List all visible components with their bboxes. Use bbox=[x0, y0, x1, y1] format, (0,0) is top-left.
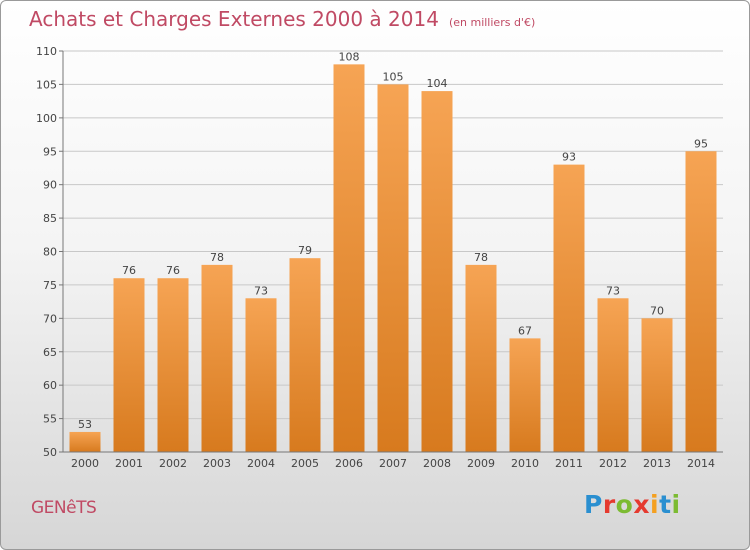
chart-subtitle: (en milliers d'€) bbox=[448, 16, 536, 29]
data-label: 93 bbox=[562, 151, 576, 164]
commune-name: GENêTS bbox=[31, 498, 97, 518]
data-label: 78 bbox=[210, 251, 224, 264]
y-tick-label: 75 bbox=[43, 279, 57, 292]
logo-letter: i bbox=[650, 490, 660, 519]
data-label: 73 bbox=[606, 284, 620, 297]
y-tick-label: 110 bbox=[36, 45, 57, 58]
logo-letter: i bbox=[671, 490, 681, 519]
data-label: 53 bbox=[78, 418, 92, 431]
y-tick-label: 105 bbox=[36, 78, 57, 91]
x-tick-label: 2011 bbox=[555, 457, 583, 470]
bar-2009 bbox=[465, 264, 497, 452]
bar-2006 bbox=[333, 64, 365, 452]
chart-header: Achats et Charges Externes 2000 à 2014 (e… bbox=[29, 7, 535, 31]
x-tick-label: 2009 bbox=[467, 457, 495, 470]
y-tick-label: 85 bbox=[43, 212, 57, 225]
y-tick-label: 80 bbox=[43, 246, 57, 259]
y-tick-label: 50 bbox=[43, 446, 57, 459]
bar-2000 bbox=[69, 431, 101, 452]
y-tick-label: 55 bbox=[43, 413, 57, 426]
logo-letter: o bbox=[615, 490, 634, 519]
bars bbox=[69, 64, 717, 453]
chart-title: Achats et Charges Externes 2000 à 2014 bbox=[29, 7, 439, 31]
y-tick-label: 90 bbox=[43, 179, 57, 192]
data-labels: 53 76 76 78 73 79 108 105 104 78 67 93 73 70 95 bbox=[78, 50, 708, 431]
x-tick-label: 2013 bbox=[643, 457, 671, 470]
y-tick-label: 70 bbox=[43, 312, 57, 325]
bar-2010 bbox=[509, 338, 541, 452]
bar-2013 bbox=[641, 318, 673, 452]
data-label: 79 bbox=[298, 244, 312, 257]
data-label: 78 bbox=[474, 251, 488, 264]
x-tick-label: 2002 bbox=[159, 457, 187, 470]
bar-2012 bbox=[597, 298, 629, 452]
bar-2002 bbox=[157, 278, 189, 452]
logo-letter: P bbox=[584, 490, 603, 519]
data-label: 76 bbox=[122, 264, 136, 277]
x-tick-label: 2006 bbox=[335, 457, 363, 470]
data-label: 105 bbox=[383, 70, 404, 83]
logo-letter: t bbox=[659, 490, 672, 519]
y-tick-label: 100 bbox=[36, 112, 57, 125]
x-tick-label: 2007 bbox=[379, 457, 407, 470]
bar-2005 bbox=[289, 258, 321, 452]
bar-2008 bbox=[421, 91, 453, 452]
data-label: 104 bbox=[427, 77, 448, 90]
x-tick-label: 2003 bbox=[203, 457, 231, 470]
logo-letter: x bbox=[633, 490, 650, 519]
x-tick-label: 2001 bbox=[115, 457, 143, 470]
logo-letter: r bbox=[602, 490, 616, 519]
bar-2011 bbox=[553, 164, 585, 452]
x-tick-label: 2004 bbox=[247, 457, 275, 470]
bar-2014 bbox=[685, 151, 717, 452]
y-tick-label: 65 bbox=[43, 346, 57, 359]
bar-2007 bbox=[377, 84, 409, 453]
data-label: 108 bbox=[339, 50, 360, 63]
bar-2003 bbox=[201, 264, 233, 452]
data-label: 70 bbox=[650, 304, 664, 317]
proxiti-logo: Proxiti bbox=[584, 490, 681, 519]
y-axis: 50 55 60 65 70 75 80 85 90 95 100 105 110 bbox=[36, 45, 64, 459]
x-tick-label: 2012 bbox=[599, 457, 627, 470]
data-label: 73 bbox=[254, 284, 268, 297]
x-tick-label: 2014 bbox=[687, 457, 715, 470]
y-tick-label: 60 bbox=[43, 379, 57, 392]
bar-2004 bbox=[245, 298, 277, 452]
data-label: 67 bbox=[518, 324, 532, 337]
x-tick-label: 2008 bbox=[423, 457, 451, 470]
x-tick-label: 2010 bbox=[511, 457, 539, 470]
bar-2001 bbox=[113, 278, 145, 452]
x-tick-label: 2000 bbox=[71, 457, 99, 470]
data-label: 76 bbox=[166, 264, 180, 277]
x-tick-label: 2005 bbox=[291, 457, 319, 470]
y-tick-label: 95 bbox=[43, 145, 57, 158]
data-label: 95 bbox=[694, 137, 708, 150]
x-axis: 2000 2001 2002 2003 2004 2005 2006 2007 2008 2009… bbox=[63, 451, 723, 470]
